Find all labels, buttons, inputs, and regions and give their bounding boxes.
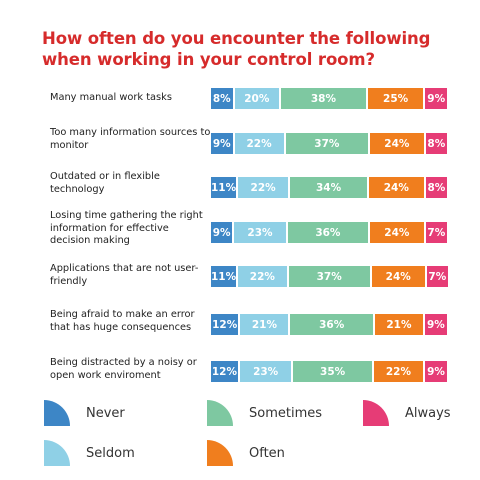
bar-segment-sometimes: 34% [290, 177, 368, 198]
bar-segment-often: 24% [370, 222, 424, 243]
bar-segment-sometimes: 37% [285, 133, 369, 154]
bar-segment-always: 9% [424, 314, 447, 335]
bar-segment-seldom: 22% [238, 177, 289, 198]
legend-item-sometimes: Sometimes [207, 400, 322, 426]
bar-segment-never: 11% [211, 266, 237, 287]
category-label: Being afraid to make an error that has h… [50, 309, 195, 333]
legend-label: Often [249, 445, 285, 461]
bar-segment-often: 25% [367, 88, 424, 109]
legend-label: Never [86, 405, 125, 421]
stacked-bar: 11% 22% 37% 24% 7% [211, 266, 449, 287]
legend-swatch-icon [44, 440, 70, 466]
legend-swatch-icon [207, 440, 233, 466]
category-label: Applications that are not user-friendly [50, 263, 199, 287]
legend-label: Sometimes [249, 405, 323, 421]
legend-item-often: Often [207, 440, 285, 466]
legend-label: Always [405, 405, 451, 421]
bar-segment-seldom: 23% [234, 222, 286, 243]
bar-segment-seldom: 23% [239, 361, 292, 382]
bar-segment-always: 9% [425, 361, 447, 382]
bar-segment-always: 8% [425, 133, 448, 154]
bar-segment-often: 24% [369, 177, 424, 198]
legend-item-never: Never [44, 400, 125, 426]
bar-segment-sometimes: 37% [288, 266, 370, 287]
bar-segment-often: 21% [374, 314, 423, 335]
bar-segment-sometimes: 36% [290, 314, 373, 335]
bar-segment-never: 8% [211, 88, 233, 109]
stacked-bar: 12% 23% 35% 22% 9% [211, 361, 447, 382]
bar-segment-sometimes: 36% [287, 222, 369, 243]
category-label: Too many information sources to monitor [50, 127, 211, 151]
bar-segment-sometimes: 35% [293, 361, 372, 382]
bar-segment-seldom: 22% [234, 133, 284, 154]
bar-segment-always: 8% [425, 177, 448, 198]
bar-segment-never: 11% [211, 177, 237, 198]
stacked-bar: 8% 20% 38% 25% 9% [211, 88, 447, 109]
bar-segment-never: 12% [211, 314, 239, 335]
bar-segment-seldom: 20% [234, 88, 280, 109]
bar-segment-seldom: 22% [238, 266, 287, 287]
bar-segment-always: 7% [426, 266, 449, 287]
legend-swatch-icon [44, 400, 70, 426]
bar-segment-never: 9% [211, 222, 233, 243]
category-label: Outdated or in flexible technology [50, 171, 160, 195]
legend-swatch-icon [207, 400, 233, 426]
bar-segment-always: 9% [425, 88, 447, 109]
legend-swatch-icon [363, 400, 389, 426]
bar-segment-seldom: 21% [240, 314, 289, 335]
bar-segment-often: 24% [370, 133, 424, 154]
legend-item-always: Always [363, 400, 451, 426]
chart-title: How often do you encounter the following… [42, 29, 431, 69]
category-label: Being distracted by a noisy or open work… [50, 357, 197, 381]
bar-segment-sometimes: 38% [281, 88, 366, 109]
bar-segment-always: 7% [425, 222, 447, 243]
bar-segment-often: 22% [373, 361, 424, 382]
bar-segment-never: 12% [211, 361, 238, 382]
stacked-bar: 9% 22% 37% 24% 8% [211, 133, 448, 154]
stacked-bar: 11% 22% 34% 24% 8% [211, 177, 448, 198]
legend-item-seldom: Seldom [44, 440, 135, 466]
bar-segment-often: 24% [371, 266, 425, 287]
stacked-bar: 12% 21% 36% 21% 9% [211, 314, 447, 335]
category-label: Losing time gathering the right informat… [50, 210, 203, 246]
stacked-bar: 9% 23% 36% 24% 7% [211, 222, 447, 243]
category-label: Many manual work tasks [50, 92, 172, 103]
bar-segment-never: 9% [211, 133, 233, 154]
legend-label: Seldom [86, 445, 135, 461]
